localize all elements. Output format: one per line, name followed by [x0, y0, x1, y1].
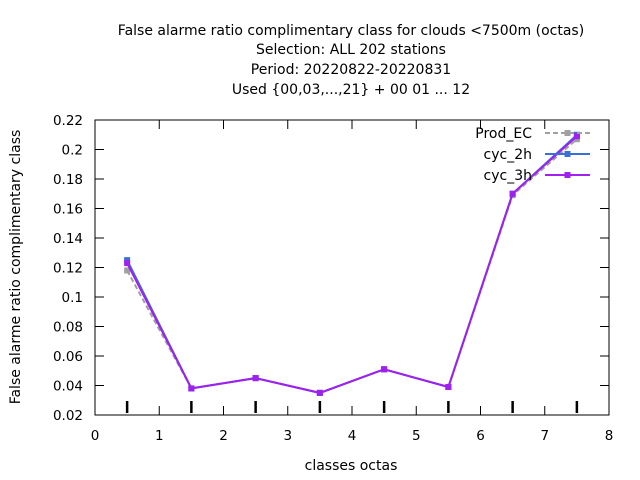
legend-label: cyc_2h — [484, 147, 532, 163]
data-point — [509, 190, 516, 197]
data-point — [124, 260, 131, 267]
y-tick-label: 0.14 — [53, 231, 83, 247]
plot-area — [94, 119, 610, 416]
series-layer — [124, 131, 580, 396]
y-tick-label: 0.08 — [53, 320, 83, 336]
data-point — [573, 133, 580, 140]
data-point — [124, 267, 131, 274]
data-point — [188, 385, 195, 392]
legend-label: Prod_EC — [475, 126, 532, 142]
y-tick-label: 0.12 — [53, 261, 83, 277]
x-tick-label: 7 — [540, 428, 549, 444]
title-line-1: False alarme ratio complimentary class f… — [118, 23, 584, 39]
title-line-3: Period: 20220822-20220831 — [251, 62, 451, 78]
title-line-4: Used {00,03,...,21} + 00 01 ... 12 — [232, 82, 470, 98]
y-tick-label: 0.22 — [53, 113, 83, 129]
x-tick-label: 3 — [283, 428, 292, 444]
x-tick-label: 5 — [412, 428, 421, 444]
series-line — [126, 135, 578, 394]
x-tick-label: 2 — [219, 428, 228, 444]
data-point — [445, 383, 452, 390]
legend-label: cyc_3h — [484, 168, 532, 184]
y-tick-label: 0.16 — [53, 202, 83, 218]
x-axis-ticks: 0 1 2 3 4 5 6 7 8 — [91, 120, 614, 444]
x-tick-label: 0 — [91, 428, 100, 444]
y-tick-label: 0.18 — [53, 172, 83, 188]
y-axis-ticks: 0.02 0.04 0.06 0.08 0.1 0.12 0.14 0.16 0.18 0.2 0.… — [53, 113, 609, 424]
y-tick-label: 0.1 — [62, 290, 83, 306]
chart-title: False alarme ratio complimentary class f… — [118, 23, 584, 98]
x-axis-title: classes octas — [305, 458, 398, 474]
y-tick-label: 0.2 — [62, 143, 83, 159]
legend-marker — [564, 172, 571, 178]
x-tick-label: 6 — [476, 428, 485, 444]
y-tick-label: 0.06 — [53, 349, 83, 365]
x-tick-label: 8 — [605, 428, 614, 444]
data-point — [252, 375, 259, 382]
legend-marker — [564, 151, 571, 157]
legend: Prod_EC cyc_2h cyc_3h — [475, 126, 590, 184]
x-tick-label: 4 — [348, 428, 357, 444]
data-point — [316, 389, 323, 396]
y-axis-title: False alarme ratio complimentary class — [8, 130, 24, 405]
y-tick-label: 0.02 — [53, 408, 83, 424]
title-line-2: Selection: ALL 202 stations — [256, 42, 446, 58]
x-tick-label: 1 — [155, 428, 164, 444]
data-point — [381, 366, 388, 373]
y-tick-label: 0.04 — [53, 379, 83, 395]
legend-marker — [564, 130, 571, 136]
